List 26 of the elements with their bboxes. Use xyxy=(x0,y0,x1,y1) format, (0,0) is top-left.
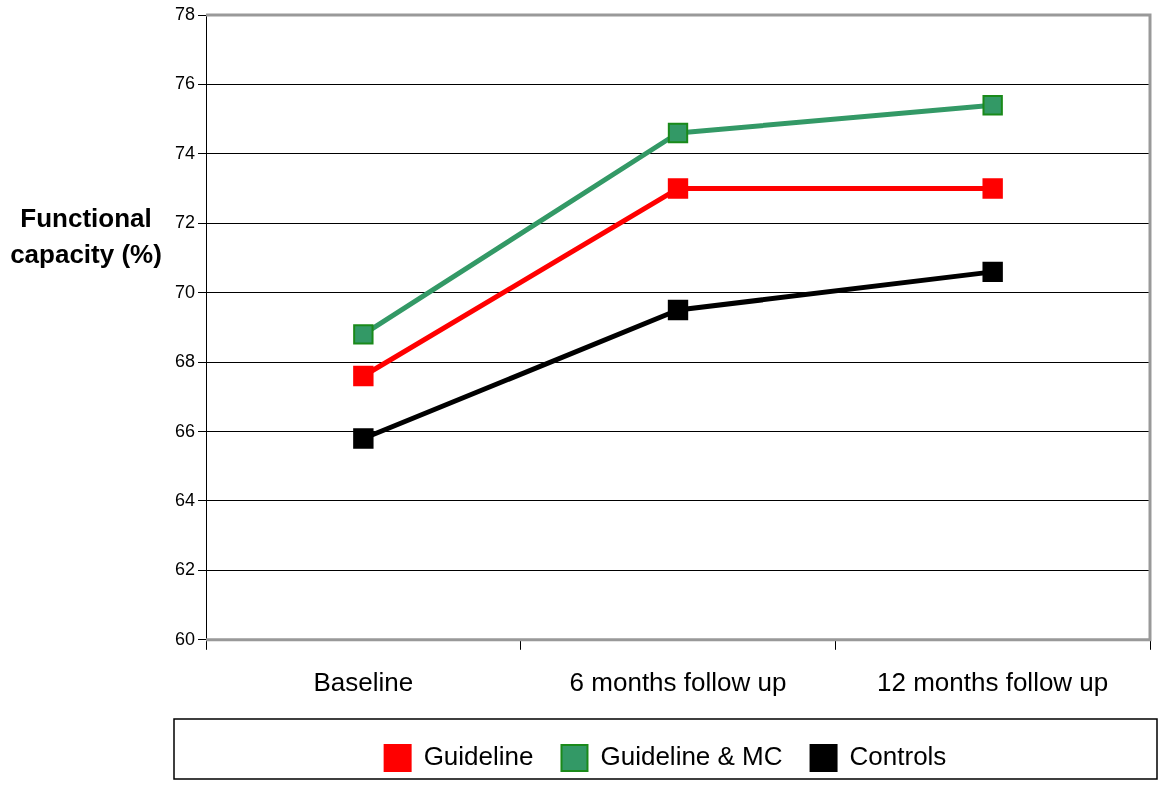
y-tick-label: 64 xyxy=(174,489,196,510)
y-tick-label: 72 xyxy=(174,212,196,233)
point xyxy=(982,95,1003,116)
y-tick-label: 68 xyxy=(174,351,196,372)
point xyxy=(667,299,689,321)
point xyxy=(982,178,1003,199)
y-tick-label: 66 xyxy=(174,420,196,441)
point xyxy=(353,324,374,345)
legend-label: Controls xyxy=(849,741,947,772)
legend-label: Guideline & MC xyxy=(600,741,783,772)
y-tick-label: 62 xyxy=(174,559,196,580)
point xyxy=(353,365,374,387)
y-tick-label: 60 xyxy=(174,628,196,649)
point xyxy=(353,428,374,449)
y-axis-title: Functional capacity (%) xyxy=(9,202,163,271)
x-tick-label: 12 months follow up xyxy=(877,666,1109,697)
x-tick-label: 6 months follow up xyxy=(569,666,787,697)
x-tick-label: Baseline xyxy=(313,666,414,697)
point xyxy=(982,261,1003,283)
y-tick-label: 78 xyxy=(174,3,196,24)
legend-label: Guideline xyxy=(423,741,534,772)
point xyxy=(667,178,689,199)
y-tick-label: 76 xyxy=(174,73,196,94)
point xyxy=(667,122,689,144)
y-tick-label: 70 xyxy=(174,281,196,302)
y-tick-label: 74 xyxy=(174,142,196,163)
